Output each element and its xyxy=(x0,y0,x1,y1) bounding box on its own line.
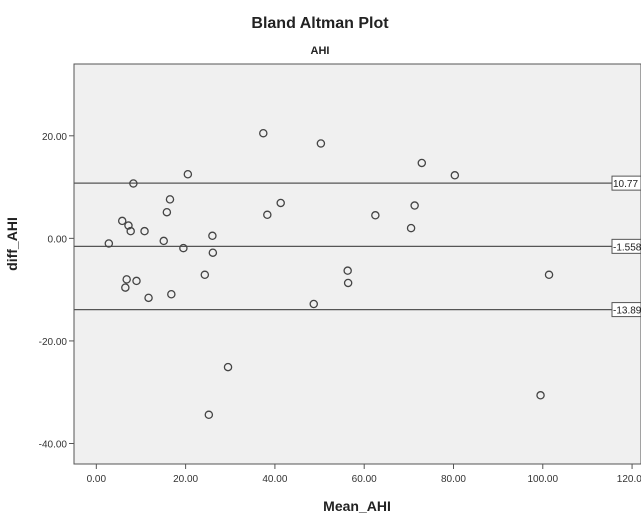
data-point xyxy=(204,410,214,420)
data-point xyxy=(450,171,460,180)
data-point xyxy=(316,139,326,148)
chart-subtitle: AHI xyxy=(311,45,330,57)
data-point xyxy=(124,221,133,230)
data-point xyxy=(263,210,272,220)
data-point xyxy=(126,226,135,236)
data-point xyxy=(536,391,545,400)
reference-label-box xyxy=(611,238,641,254)
data-point xyxy=(122,275,131,284)
data-point xyxy=(183,170,193,179)
reference-label: 10.77 xyxy=(613,179,638,190)
x-tick-label: 0.00 xyxy=(87,474,107,485)
x-tick-label: 60.00 xyxy=(352,474,377,485)
data-point xyxy=(410,201,419,210)
data-point xyxy=(144,293,153,303)
data-point xyxy=(167,290,176,299)
data-point xyxy=(200,270,210,280)
data-point xyxy=(544,270,554,280)
y-axis-label: diff_AHI xyxy=(4,217,20,271)
y-tick-label: 20.00 xyxy=(42,132,67,143)
reference-label: -13.89 xyxy=(613,306,641,317)
data-point xyxy=(162,207,172,217)
data-point xyxy=(179,243,188,253)
data-point xyxy=(343,266,352,275)
y-tick-label: -20.00 xyxy=(39,337,68,348)
data-point xyxy=(259,128,268,138)
x-tick-label: 80.00 xyxy=(441,474,466,485)
data-point xyxy=(208,248,218,257)
data-points-group xyxy=(104,128,554,420)
data-point xyxy=(159,236,168,246)
data-point xyxy=(132,276,141,286)
data-point xyxy=(417,158,427,168)
data-point xyxy=(208,231,217,241)
x-axis: 0.00 20.00 40.00 60.00 80.00 100.00 120.00 xyxy=(87,464,641,485)
data-point xyxy=(121,283,130,292)
y-axis: 20.00 0.00 -20.00 -40.00 xyxy=(39,132,74,450)
x-axis-label: Mean_AHI xyxy=(323,498,391,514)
x-tick-label: 120.00 xyxy=(617,474,641,485)
data-point xyxy=(117,216,127,226)
reference-label: -1.558 xyxy=(613,242,641,253)
data-point xyxy=(140,226,149,236)
data-point xyxy=(165,195,175,204)
data-point xyxy=(104,239,114,248)
data-point xyxy=(129,179,138,188)
data-point xyxy=(309,299,318,309)
data-point xyxy=(223,362,233,372)
data-point xyxy=(371,211,380,220)
data-point xyxy=(406,223,416,233)
y-tick-label: -40.00 xyxy=(39,439,68,450)
x-tick-label: 100.00 xyxy=(527,474,558,485)
plot-area xyxy=(73,63,641,465)
reference-label-box xyxy=(611,175,641,191)
reference-label-box xyxy=(611,302,641,318)
chart-title: Bland Altman Plot xyxy=(251,15,389,32)
data-point xyxy=(276,198,285,208)
x-tick-label: 20.00 xyxy=(173,474,198,485)
x-tick-label: 40.00 xyxy=(262,474,287,485)
data-point xyxy=(343,278,353,288)
reference-lines-group: 10.77 -1.558 -13.89 xyxy=(74,175,641,318)
y-tick-label: 0.00 xyxy=(48,234,68,245)
